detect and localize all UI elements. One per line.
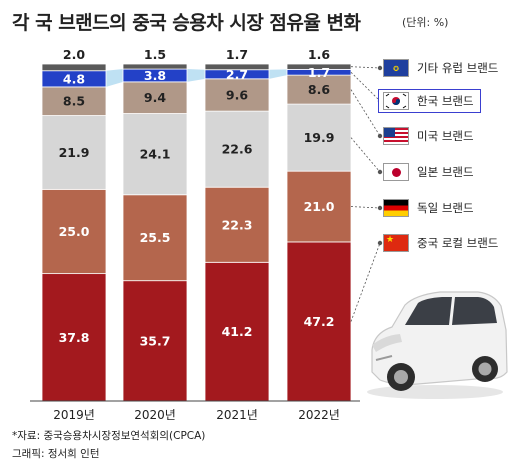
- x-tick-label: 2021년: [216, 408, 258, 422]
- legend-item: ★ 중국 로컬 브랜드: [378, 231, 505, 255]
- bar-segment: [41, 188, 107, 275]
- connector-dot: [377, 65, 383, 71]
- korea-share-band: [106, 69, 287, 87]
- bar-segment: [286, 103, 352, 172]
- legend-connector: [350, 137, 381, 173]
- connector-dot: [377, 169, 383, 175]
- legend-label: 기타 유럽 브랜드: [417, 61, 499, 75]
- bar-segment: [204, 186, 270, 263]
- segment-value-label: 4.8: [63, 71, 85, 86]
- eu-flag-icon: ✪: [383, 59, 409, 77]
- bar-segment: [286, 74, 352, 105]
- legend-label: 독일 브랜드: [417, 201, 474, 215]
- legend-item: 한국 브랜드: [378, 89, 481, 113]
- legend-connector: [350, 71, 381, 102]
- bar-segment: [122, 194, 188, 282]
- connector-dot: [377, 133, 383, 139]
- segment-value-label: 22.3: [222, 217, 253, 232]
- legend-label: 중국 로컬 브랜드: [417, 236, 499, 250]
- korea-flag-icon: [383, 92, 409, 110]
- segment-value-label: 8.6: [308, 82, 330, 97]
- legend-label: 한국 브랜드: [417, 94, 474, 108]
- usa-flag-icon: [383, 127, 409, 145]
- x-tick-label: 2019년: [53, 408, 95, 422]
- bar-segment: [41, 273, 107, 402]
- segment-value-label: 1.6: [308, 47, 330, 62]
- car-illustration: [367, 291, 508, 399]
- bar-segment: [122, 280, 188, 402]
- bar-segment: [122, 113, 188, 196]
- bar-segments: [41, 63, 352, 402]
- legend-connector: [350, 242, 381, 322]
- segment-value-label: 21.0: [304, 199, 335, 214]
- segment-value-label: 2.0: [63, 47, 85, 62]
- bar-segment: [122, 81, 188, 114]
- chart-title: 각 국 브랜드의 중국 승용차 시장 점유율 변화: [12, 12, 361, 34]
- legend-connector: [350, 206, 381, 209]
- bar-segment: [204, 110, 270, 188]
- segment-value-label: 2.7: [226, 67, 248, 82]
- segment-value-label: 35.7: [140, 333, 171, 348]
- x-tick-label: 2020년: [134, 408, 176, 422]
- segment-value-label: 21.9: [59, 145, 90, 160]
- segment-value-label: 1.7: [226, 47, 248, 62]
- bar-segment: [204, 261, 270, 402]
- korea-band-segment: [269, 69, 287, 79]
- source-note: *자료: 중국승용차시장정보연석회의(CPCA): [12, 430, 206, 442]
- germany-flag-icon: [383, 199, 409, 217]
- legend-item: 미국 브랜드: [378, 124, 481, 148]
- segment-value-label: 1.5: [144, 47, 166, 62]
- segment-value-label: 47.2: [304, 314, 335, 329]
- segment-value-label: 3.8: [144, 68, 166, 83]
- japan-flag-icon: [383, 163, 409, 181]
- segment-value-label: 19.9: [304, 130, 335, 145]
- segment-value-label: 1.7: [308, 65, 330, 80]
- bar-segment: [122, 63, 188, 70]
- bar-segment: [204, 63, 270, 71]
- segment-value-label: 9.6: [226, 87, 248, 102]
- segment-value-label: 24.1: [140, 147, 171, 162]
- legend-label: 일본 브랜드: [417, 165, 474, 179]
- legend-item: 일본 브랜드: [378, 160, 481, 184]
- bar-segment: [204, 78, 270, 112]
- segment-value-label: 41.2: [222, 324, 253, 339]
- legend-label: 미국 브랜드: [417, 129, 474, 143]
- bar-segment: [286, 170, 352, 243]
- credit-note: 그래픽: 정서희 인턴: [12, 448, 100, 460]
- bar-segment: [41, 63, 107, 72]
- segment-value-labels: 37.8 25.0 21.9 8.5 4.8 2.0 35.7 25.5 24.1 9.4 3.8 1…: [59, 47, 335, 348]
- china-flag-icon: ★: [383, 234, 409, 252]
- legend-item: 독일 브랜드: [378, 196, 481, 220]
- segment-value-label: 25.0: [59, 224, 90, 239]
- bar-segment: [286, 241, 352, 402]
- x-tick-label: 2022년: [298, 408, 340, 422]
- segment-value-label: 22.6: [222, 142, 253, 157]
- connector-dot: [377, 205, 383, 211]
- legend-connector: [350, 66, 381, 69]
- segment-value-label: 9.4: [144, 90, 166, 105]
- segment-value-label: 37.8: [59, 330, 90, 345]
- korea-band-segment: [106, 69, 123, 87]
- legend-connectors: [350, 65, 383, 322]
- x-axis-labels: 2019년 2020년 2021년 2022년: [53, 408, 340, 422]
- segment-value-label: 8.5: [63, 94, 85, 109]
- connector-dot: [377, 240, 383, 246]
- segment-value-label: 25.5: [140, 230, 171, 245]
- legend-item: ✪ 기타 유럽 브랜드: [378, 56, 505, 80]
- unit-note: (단위: %): [402, 16, 449, 29]
- legend-connector: [350, 89, 381, 137]
- korea-band-segment: [187, 69, 205, 82]
